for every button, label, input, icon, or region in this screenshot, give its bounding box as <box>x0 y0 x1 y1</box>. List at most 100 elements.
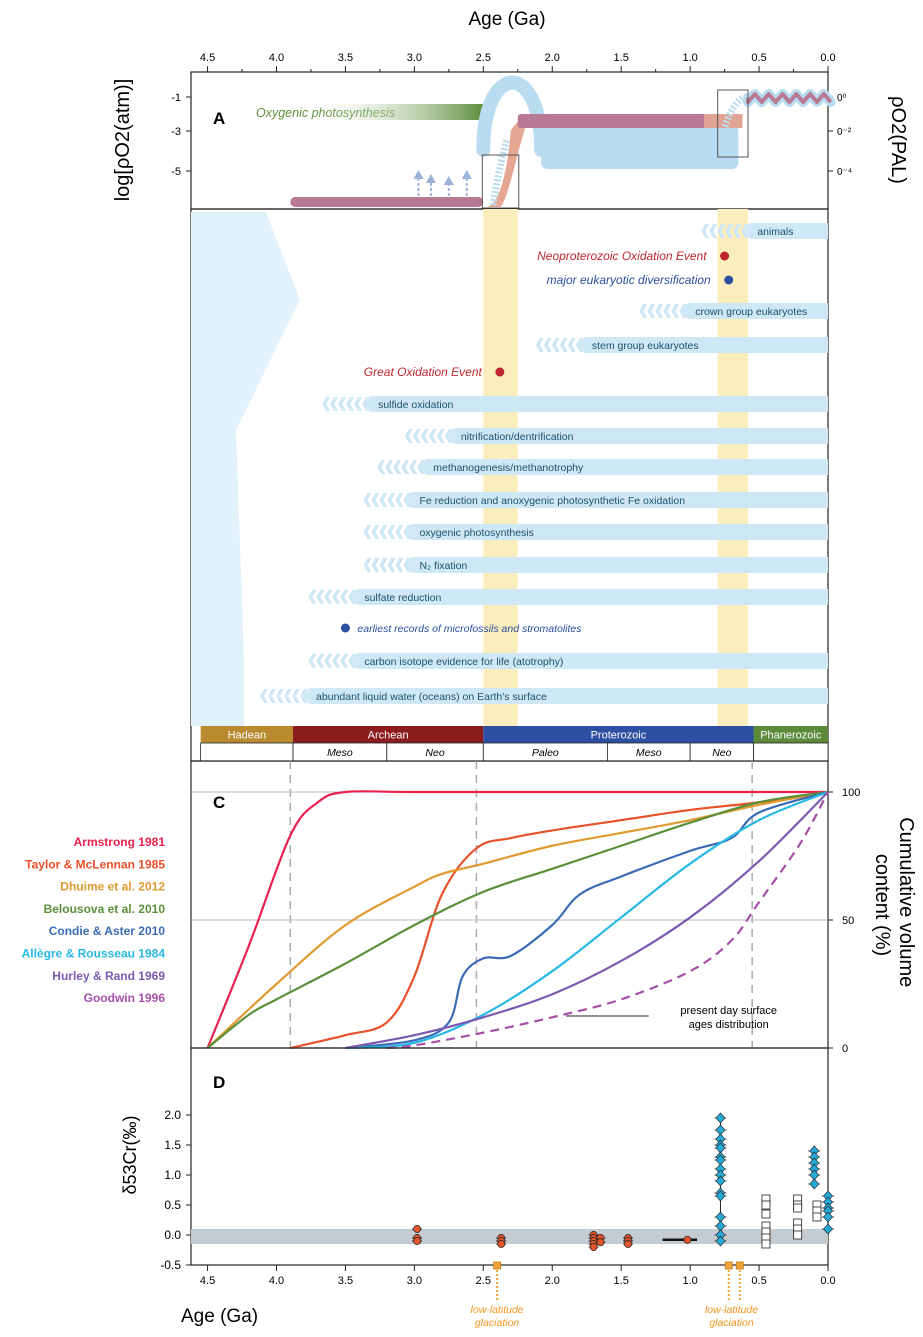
panel-a-ylabel-left: log[ρO2(atm)] <box>112 79 134 202</box>
data-point-cyan <box>823 1211 833 1223</box>
bar-chevron <box>379 525 388 539</box>
bottom-tick-label: 2.0 <box>545 1275 560 1287</box>
data-point-cyan <box>715 1175 726 1187</box>
bar-chevron <box>330 397 339 411</box>
glaciation-marker <box>735 1261 744 1270</box>
top-age-ticks: 4.5 4.0 3.5 3.0 2.5 2.0 1.5 1.0 0.5 0.0 <box>200 52 836 72</box>
data-point-orange <box>683 1235 692 1244</box>
top-tick-label: 4.0 <box>269 52 284 64</box>
bar-chevron <box>379 493 388 507</box>
glaciation-marker <box>493 1261 501 1270</box>
bar-chevron <box>655 304 664 318</box>
bar-chevron <box>404 429 413 443</box>
panel-a-left-tick-label: -5 <box>171 166 181 178</box>
panel-c-right-tick-label: 50 <box>842 915 854 927</box>
bar-chevron <box>377 460 386 474</box>
bar-chevron <box>385 460 394 474</box>
data-point-orange <box>413 1237 422 1245</box>
panel-d-y-tick-label: 1.5 <box>164 1138 181 1152</box>
eon-band <box>293 726 484 743</box>
legend-entry: Condie & Aster 2010 <box>49 924 166 938</box>
data-point-white <box>793 1230 803 1240</box>
process-bar-label: Fe reduction and anoxygenic photosynthet… <box>419 495 685 507</box>
era-cell <box>753 742 829 762</box>
bar-chevron <box>340 590 349 604</box>
data-point-cyan <box>809 1178 820 1190</box>
annotation-line1: present day surface <box>680 1005 777 1017</box>
data-point-cyan <box>715 1235 726 1247</box>
bar-chevron <box>436 429 445 443</box>
bar-chevron <box>387 525 396 539</box>
panel-d-y-tick-label: 2.0 <box>164 1108 181 1122</box>
legend-entry: Taylor & McLennan 1985 <box>25 857 165 871</box>
bar-chevron <box>559 338 568 352</box>
bar-chevron <box>371 493 380 507</box>
data-point-cyan <box>715 1190 726 1202</box>
process-bar: animals <box>701 223 828 239</box>
era-label: Neo <box>425 747 444 759</box>
era-label: Paleo <box>532 747 559 759</box>
bar-body <box>352 589 828 605</box>
curve-goodwin-1996 <box>386 791 829 1050</box>
eon-label: Phanerozoic <box>760 730 822 742</box>
modern-seawater-band <box>191 1229 828 1244</box>
bottom-tick-label: 3.0 <box>407 1275 422 1287</box>
curve-belousova-et-al-2010 <box>206 790 829 1049</box>
bar-body <box>366 396 828 412</box>
mid-proterozoic-o2-bar <box>517 114 743 128</box>
eon-label: Proterozoic <box>591 730 647 742</box>
legend-entry: Hurley & Rand 1969 <box>52 969 165 983</box>
data-point-cyan <box>809 1169 820 1181</box>
process-bar-label: carbon isotope evidence for life (atotro… <box>364 656 563 668</box>
bar-chevron <box>371 558 380 572</box>
bar-body <box>407 524 828 540</box>
goe-window-box <box>481 154 520 209</box>
bar-body <box>407 492 828 508</box>
bar-chevron <box>428 429 437 443</box>
event-dot <box>724 275 734 285</box>
curve-all-gre-rousseau-1984 <box>345 790 829 1050</box>
eon-label: Archean <box>368 730 409 742</box>
legend-entry: Allègre & Rousseau 1984 <box>22 947 166 961</box>
bar-chevron <box>346 397 355 411</box>
bar-chevron <box>371 525 380 539</box>
bar-body <box>579 337 828 353</box>
bar-chevron <box>379 558 388 572</box>
bar-body <box>304 688 828 704</box>
bar-chevron <box>363 558 372 572</box>
panel-c-label: C <box>213 793 225 812</box>
bottom-axis-title: Age (Ga) <box>181 1306 258 1327</box>
era-cell <box>200 742 294 762</box>
process-bar-label: sulfide oxidation <box>378 399 453 411</box>
bottom-tick-label: 0.0 <box>820 1275 835 1287</box>
panel-a-ylabel-right: ρO2(PAL) <box>887 96 909 184</box>
bottom-tick-label: 1.0 <box>682 1275 697 1287</box>
glaciation-label-line2: glaciation <box>475 1317 520 1329</box>
bottom-tick-label: 4.5 <box>200 1275 215 1287</box>
bar-chevron <box>284 689 293 703</box>
process-bar-label: nitrification/dentrification <box>461 431 574 443</box>
process-bar: methanogenesis/methanotrophy <box>377 459 828 475</box>
bar-chevron <box>551 338 560 352</box>
data-point-white <box>761 1209 771 1219</box>
process-bar: N₂ fixation <box>363 557 828 573</box>
panel-c-right-tick-label: 100 <box>842 787 860 799</box>
data-point-orange <box>497 1240 506 1248</box>
bar-body <box>352 653 828 669</box>
panel-a-right-tick-label: 0⁰ <box>837 93 847 104</box>
panel-c-ylabel-line2: content (%) <box>871 854 893 956</box>
legend-entry: Belousova et al. 2010 <box>44 902 166 916</box>
glaciation-label-line1: low-latitude <box>471 1304 524 1316</box>
data-point-cyan <box>715 1112 726 1124</box>
process-bar-label: animals <box>757 226 793 238</box>
goe-dashed-stem <box>489 139 511 206</box>
data-point-white <box>793 1203 803 1213</box>
process-bar-label: crown group eukaryotes <box>695 306 807 318</box>
bar-chevron <box>316 590 325 604</box>
process-bar: nitrification/dentrification <box>404 428 828 444</box>
process-bar-label: N₂ fixation <box>419 560 467 572</box>
panel-d: D δ53Cr(‰) 2.0 1.5 1.0 0.5 0.0 -0.5 4.5 4.0 3.5 3… <box>120 1047 836 1329</box>
whiff-arrow-head <box>443 176 454 185</box>
eon-label: Hadean <box>228 730 267 742</box>
